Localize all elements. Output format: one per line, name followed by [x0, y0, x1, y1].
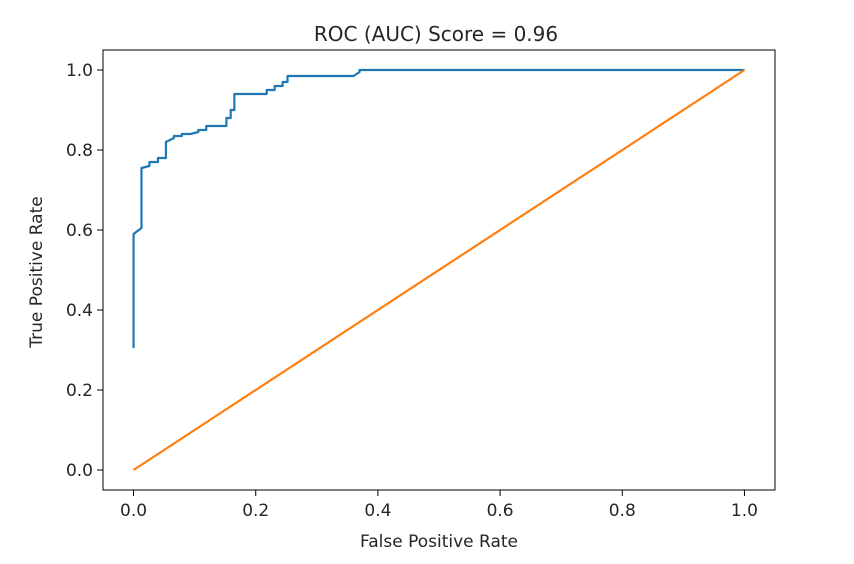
y-tick-label: 0.6	[66, 221, 93, 241]
roc-curve-line	[132, 68, 745, 348]
x-ticks: 0.0 0.2 0.4 0.6 0.8 1.0	[120, 490, 758, 521]
diagonal-reference-line	[132, 69, 746, 471]
y-axis-label: True Positive Rate	[27, 196, 47, 348]
y-tick-label: 0.2	[66, 381, 93, 401]
y-tick-label: 0.4	[66, 301, 93, 321]
plot-lines	[132, 68, 746, 471]
y-tick-label: 0.0	[66, 461, 93, 481]
chart-title: ROC (AUC) Score = 0.96	[314, 22, 558, 46]
x-tick-label: 0.0	[120, 501, 147, 521]
x-tick-label: 0.6	[487, 501, 514, 521]
plot-frame	[102, 49, 776, 491]
y-tick-label: 0.8	[66, 141, 93, 161]
x-tick-label: 0.4	[364, 501, 391, 521]
y-ticks: 0.0 0.2 0.4 0.6 0.8 1.0	[66, 61, 103, 481]
y-tick-label: 1.0	[66, 61, 93, 81]
x-tick-label: 0.8	[609, 501, 636, 521]
x-tick-label: 0.2	[242, 501, 269, 521]
x-axis-label: False Positive Rate	[360, 532, 518, 552]
x-tick-label: 1.0	[731, 501, 758, 521]
